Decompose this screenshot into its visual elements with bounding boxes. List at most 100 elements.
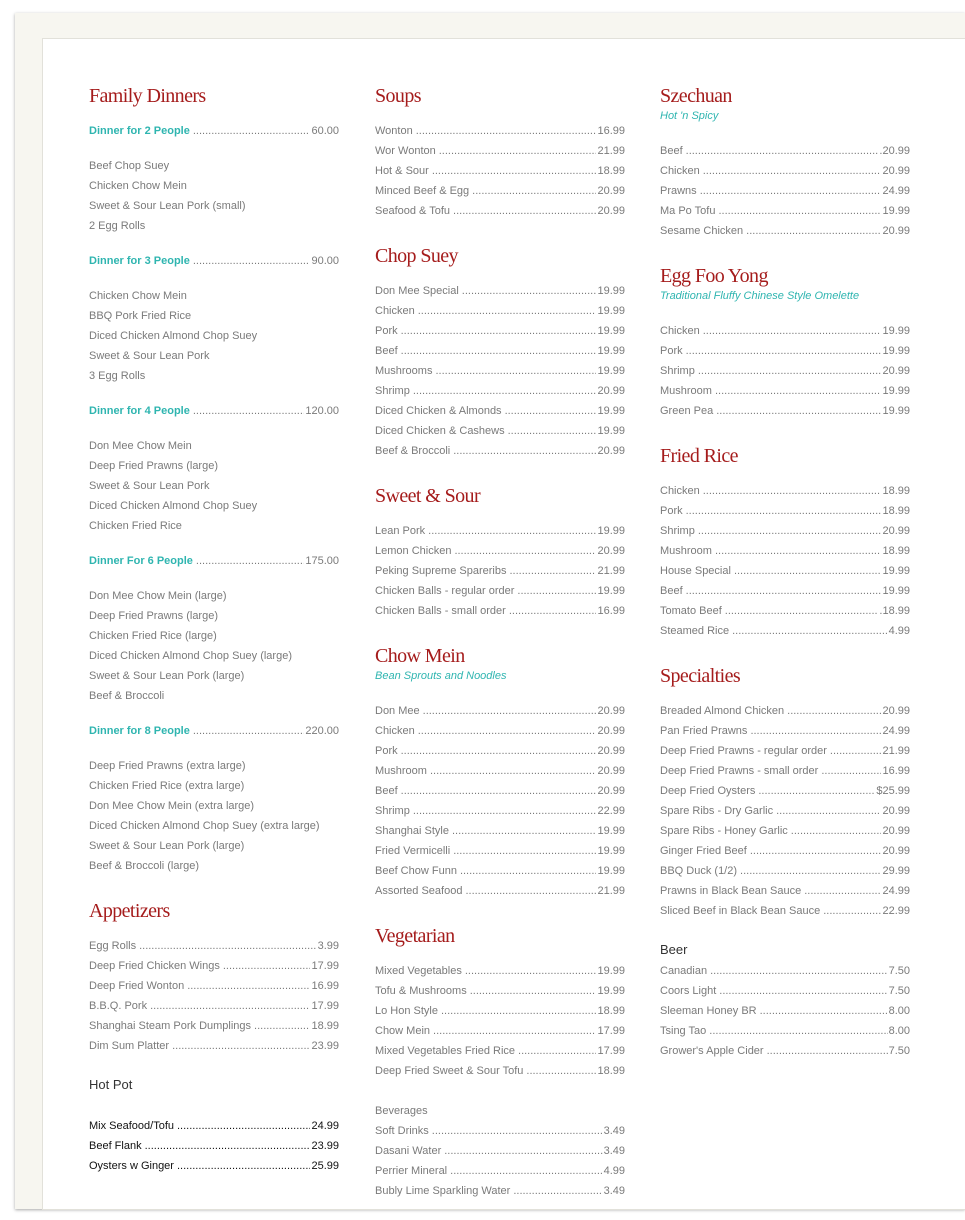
dinner-price: 60.00 <box>311 125 339 137</box>
item-price: 3.49 <box>603 1125 625 1137</box>
menu-page: Family Dinners Dinner for 2 People 60.00 Be… <box>42 38 965 1210</box>
dinner-item: Deep Fried Prawns (extra large) <box>89 760 246 772</box>
item-name: Beef <box>660 585 683 597</box>
item-name: Don Mee Special <box>375 285 459 297</box>
dot-leader <box>698 361 882 381</box>
item-price: 19.99 <box>597 285 625 297</box>
menu-item: Chicken Balls - regular order 19.99 <box>375 581 625 601</box>
dot-leader <box>439 141 597 161</box>
menu-item: Diced Chicken & Cashews 19.99 <box>375 421 625 441</box>
dinner-item: Chicken Chow Mein <box>89 290 187 302</box>
item-price: 19.99 <box>882 205 910 217</box>
item-price: 22.99 <box>597 805 625 817</box>
item-price: 20.99 <box>882 825 910 837</box>
menu-item: Don Mee 20.99 <box>375 701 625 721</box>
menu-section: Szechuan Hot 'n Spicy Beef .20.99 Chicken 20.… <box>660 86 910 241</box>
item-name: Prawns in Black Bean Sauce <box>660 885 802 897</box>
item-name: Pork <box>660 345 683 357</box>
menu-item: Egg Rolls 3.99 <box>89 936 339 956</box>
menu-section: Family Dinners Dinner for 2 People 60.00 Be… <box>89 86 339 876</box>
menu-item: Pork 19.99 <box>660 341 910 361</box>
section-subtitle: Traditional Fluffy Chinese Style Omelett… <box>660 290 860 302</box>
item-name: Prawns <box>660 185 697 197</box>
menu-item: Minced Beef & Egg 20.99 <box>375 181 625 201</box>
item-price: 21.99 <box>597 565 625 577</box>
item-price: 19.99 <box>882 585 910 597</box>
item-list: Beef .20.99 Chicken 20.99 Prawns 24.99 Ma Po T… <box>660 141 910 241</box>
dinner-item: Diced Chicken Almond Chop Suey (extra la… <box>89 820 320 832</box>
dot-leader <box>517 581 596 601</box>
menu-item: Deep Fried Oysters $25.99 <box>660 781 910 801</box>
item-name: Lo Hon Style <box>375 1005 438 1017</box>
menu-item: Chicken 18.99 <box>660 481 910 501</box>
item-name: Shanghai Style <box>375 825 449 837</box>
item-price: 20.99 <box>882 165 910 177</box>
item-price: 25.99 <box>311 1160 339 1172</box>
item-price: 19.99 <box>597 965 625 977</box>
dot-leader <box>418 721 597 741</box>
item-name: Diced Chicken & Cashews <box>375 425 505 437</box>
item-list: Canadian 7.50 Coors Light 7.50 Sleeman Honey… <box>660 961 910 1061</box>
dot-leader <box>401 741 597 761</box>
dot-leader <box>508 421 597 441</box>
dot-leader <box>193 401 304 421</box>
menu-item: Chicken 20.99 <box>660 161 910 181</box>
dot-leader <box>401 321 597 341</box>
item-name: Grower's Apple Cider <box>660 1045 764 1057</box>
item-price: 3.49 <box>603 1185 625 1197</box>
dot-leader <box>177 1156 311 1176</box>
menu-item: Shrimp 20.99 <box>660 521 910 541</box>
dinner-items: Don Mee Chow Mein (large) Deep Fried Praw… <box>89 586 339 706</box>
menu-item: Steamed Rice 4.99 <box>660 621 910 641</box>
menu-item: Beef Flank 23.99 <box>89 1136 339 1156</box>
menu-item: Prawns 24.99 <box>660 181 910 201</box>
dot-leader <box>700 181 882 201</box>
item-name: Chicken Balls - small order <box>375 605 506 617</box>
item-name: Mixed Vegetables Fried Rice <box>375 1045 516 1057</box>
dot-leader <box>472 181 596 201</box>
item-name: Spare Ribs - Dry Garlic <box>660 805 774 817</box>
dot-leader <box>787 701 881 721</box>
dot-leader <box>750 841 882 861</box>
menu-item: BBQ Duck (1/2) 29.99 <box>660 861 910 881</box>
dot-leader <box>193 251 311 271</box>
item-price: 18.99 <box>882 545 910 557</box>
dot-leader <box>830 741 882 761</box>
section-title: Soups <box>375 85 422 107</box>
menu-column-2: Soups Wonton 16.99 Wor Wonton 21.99 Hot & Sou… <box>375 86 625 1201</box>
item-name: BBQ Duck (1/2) <box>660 865 738 877</box>
menu-item: Diced Chicken & Almonds 19.99 <box>375 401 625 421</box>
item-name: Coors Light <box>660 985 717 997</box>
item-name: Chicken <box>660 325 700 337</box>
dinner-item: Beef & Broccoli (large) <box>89 860 200 872</box>
item-price: 7.50 <box>888 965 910 977</box>
menu-section: Sweet & Sour Lean Pork 19.99 Lemon Chicken 2… <box>375 486 625 621</box>
dot-leader <box>465 961 597 981</box>
item-name: Canadian <box>660 965 708 977</box>
menu-item: Green Pea 19.99 <box>660 401 910 421</box>
item-name: Deep Fried Wonton <box>89 980 185 992</box>
dot-leader <box>703 321 882 341</box>
section-title: Appetizers <box>89 900 170 922</box>
item-name: Chicken Balls - regular order <box>375 585 515 597</box>
item-price: 18.99 <box>311 1020 339 1032</box>
dot-leader <box>432 1121 603 1141</box>
item-name: Pork <box>375 745 398 757</box>
menu-item: Don Mee Special 19.99 <box>375 281 625 301</box>
dinner-name: Dinner For 6 People <box>89 555 193 567</box>
item-name: Lean Pork <box>375 525 426 537</box>
item-name: Seafood & Tofu <box>375 205 451 217</box>
dot-leader <box>453 441 596 461</box>
dinner-item: Diced Chicken Almond Chop Suey (large) <box>89 650 292 662</box>
dinner-items: Deep Fried Prawns (extra large) Chicken F… <box>89 756 339 876</box>
menu-item: Hot & Sour 18.99 <box>375 161 625 181</box>
menu-item: Mushroom 18.99 <box>660 541 910 561</box>
section-title: Sweet & Sour <box>375 485 481 507</box>
item-price: .20.99 <box>879 145 910 157</box>
item-price: 19.99 <box>597 845 625 857</box>
item-price: 16.99 <box>597 605 625 617</box>
dinner-item: Sweet & Sour Lean Pork (small) <box>89 200 246 212</box>
dinner-item: Deep Fried Prawns (large) <box>89 460 218 472</box>
menu-item: Prawns in Black Bean Sauce 24.99 <box>660 881 910 901</box>
dot-leader <box>725 601 879 621</box>
